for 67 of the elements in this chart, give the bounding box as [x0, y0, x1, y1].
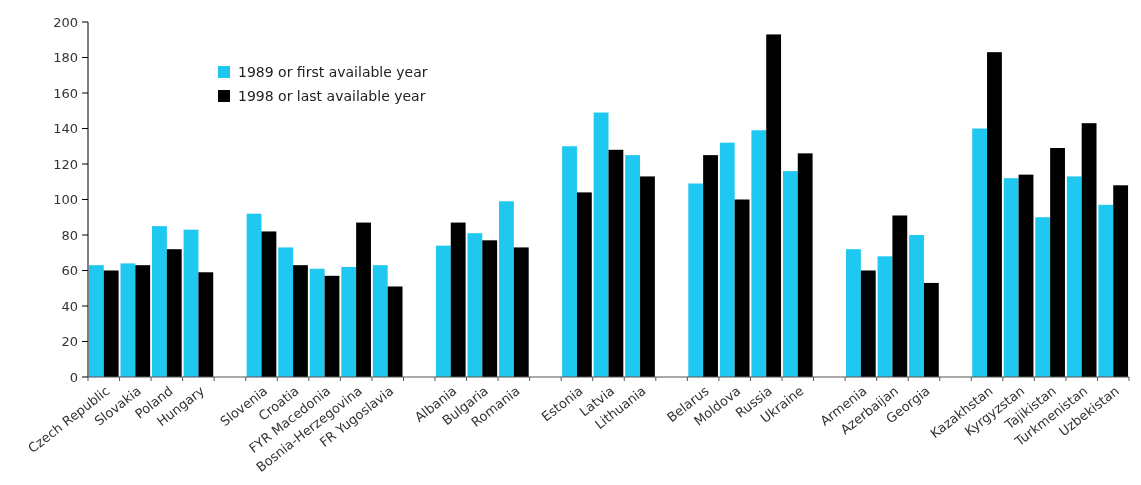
bar — [766, 34, 782, 377]
bar — [703, 155, 718, 377]
bar — [987, 52, 1002, 377]
bar — [166, 249, 182, 377]
bar — [1018, 174, 1034, 377]
bar — [261, 231, 277, 377]
bar — [135, 265, 151, 377]
bar — [450, 222, 466, 377]
bar — [1003, 178, 1019, 377]
y-tick-label: 100 — [53, 192, 78, 208]
y-tick-label: 200 — [53, 14, 78, 30]
bar — [120, 263, 136, 377]
y-tick-label: 20 — [61, 334, 78, 350]
legend-label: 1989 or first available year — [238, 63, 428, 80]
bar — [734, 199, 750, 377]
bar — [467, 233, 483, 377]
y-tick-label: 140 — [53, 121, 78, 137]
bar — [923, 282, 939, 377]
bar — [198, 272, 214, 377]
bar — [782, 171, 798, 377]
bar — [341, 266, 357, 377]
bar — [499, 201, 514, 377]
bar — [387, 286, 403, 377]
bar — [88, 265, 104, 377]
bar — [797, 153, 813, 377]
bar — [183, 229, 199, 377]
bar — [892, 215, 908, 377]
y-tick-label: 160 — [53, 85, 78, 101]
bar — [1113, 185, 1129, 377]
bar — [877, 256, 893, 377]
bar — [972, 128, 988, 377]
bar — [562, 146, 577, 377]
bar — [435, 245, 451, 377]
bar — [324, 275, 340, 377]
bar — [152, 226, 167, 377]
bar — [1081, 123, 1097, 377]
bar — [372, 265, 388, 377]
bar — [608, 149, 624, 377]
bar — [309, 268, 325, 377]
bar — [482, 240, 498, 377]
y-tick-label: 60 — [61, 263, 78, 279]
legend-label: 1998 or last available year — [238, 87, 426, 104]
bar — [909, 235, 924, 377]
bar — [246, 213, 262, 377]
bar — [640, 176, 655, 377]
bar — [1066, 176, 1082, 377]
y-tick-label: 40 — [61, 298, 78, 314]
bar — [1050, 148, 1065, 377]
bar — [293, 265, 308, 377]
bar — [1035, 217, 1051, 377]
bar — [513, 247, 529, 377]
bar — [278, 247, 294, 377]
y-tick-label: 180 — [53, 50, 78, 66]
y-tick-label: 80 — [61, 227, 78, 243]
bar — [846, 249, 861, 377]
bar — [1098, 204, 1114, 377]
bar — [860, 270, 876, 377]
y-tick-label: 120 — [53, 156, 78, 172]
bar — [593, 112, 609, 377]
bar — [688, 183, 704, 377]
bar — [103, 270, 119, 377]
bar — [356, 222, 371, 377]
bar — [751, 130, 767, 377]
bar — [576, 192, 592, 377]
bar — [625, 155, 641, 377]
bar — [719, 142, 735, 377]
y-tick-label: 0 — [69, 369, 78, 385]
